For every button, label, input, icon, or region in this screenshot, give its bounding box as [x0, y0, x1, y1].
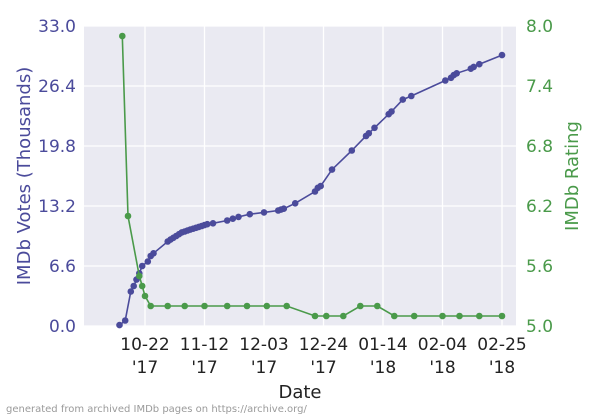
left-tick-label: 13.2: [38, 197, 76, 217]
x-tick-label-year: '17: [132, 358, 158, 378]
votes-point: [371, 124, 378, 132]
rating-point: [141, 292, 149, 300]
rating-point: [201, 302, 208, 310]
x-axis-ticks: 10-22 '17 11-12 '17 12-03 '17 12-24 '17 01-14 '18…: [120, 335, 526, 378]
votes-point: [229, 215, 237, 222]
x-tick-label: 02-04: [418, 335, 467, 355]
rating-point: [323, 312, 330, 320]
votes-point: [127, 288, 135, 295]
votes-point: [138, 262, 146, 270]
rating-point: [439, 312, 446, 320]
x-tick-label-year: '17: [251, 358, 277, 378]
rating-point: [147, 302, 154, 310]
x-tick-label: 12-24: [299, 335, 348, 355]
votes-point: [317, 182, 325, 190]
x-tick-label: 01-14: [358, 335, 407, 355]
rating-point: [181, 302, 188, 310]
x-tick-label-year: '18: [489, 358, 515, 378]
rating-point: [223, 302, 231, 310]
votes-point: [204, 220, 211, 228]
votes-point: [408, 92, 415, 100]
rating-point: [263, 302, 271, 310]
left-tick-label: 26.4: [38, 77, 76, 97]
votes-point: [260, 209, 268, 216]
rating-point: [164, 302, 171, 310]
votes-point: [235, 213, 242, 221]
votes-point: [498, 51, 506, 59]
votes-point: [365, 130, 373, 137]
x-tick-label: 10-22: [120, 335, 169, 355]
votes-series: [116, 51, 506, 329]
votes-point: [150, 250, 157, 257]
rating-point: [476, 312, 483, 320]
rating-point: [374, 302, 381, 310]
left-tick-label: 19.8: [38, 137, 76, 157]
right-tick-label: 6.2: [526, 197, 553, 217]
rating-point: [124, 212, 132, 220]
votes-point: [348, 147, 356, 154]
rating-point: [283, 302, 291, 310]
source-credit: generated from archived IMDb pages on ht…: [6, 404, 307, 415]
votes-point: [399, 96, 407, 103]
votes-point: [470, 63, 478, 71]
left-tick-label: 33.0: [38, 17, 76, 37]
left-tick-label: 6.6: [49, 257, 76, 277]
votes-point: [121, 317, 129, 324]
rating-point: [391, 312, 398, 320]
rating-point: [410, 312, 418, 320]
x-tick-label-year: '17: [310, 358, 336, 378]
right-tick-label: 5.0: [526, 317, 553, 337]
votes-point: [476, 60, 483, 68]
votes-point: [209, 220, 217, 227]
votes-point: [223, 217, 231, 224]
left-axis-label: IMDb Votes (Thousands): [14, 67, 35, 286]
left-axis-ticks: 0.0 6.6 13.2 19.8 26.4 33.0: [38, 17, 76, 337]
votes-point: [291, 200, 299, 207]
plot-area: [84, 26, 516, 326]
right-tick-label: 6.8: [526, 137, 553, 157]
rating-point: [311, 312, 319, 320]
x-tick-label: 11-12: [180, 335, 229, 355]
x-axis-label: Date: [278, 382, 321, 403]
x-tick-label-year: '18: [429, 358, 455, 378]
x-tick-label-year: '18: [370, 358, 396, 378]
votes-point: [116, 321, 123, 329]
votes-point: [130, 282, 137, 290]
right-tick-label: 8.0: [526, 17, 553, 37]
votes-point: [144, 258, 152, 265]
rating-point: [498, 312, 506, 320]
votes-point: [388, 108, 395, 115]
rating-point: [243, 302, 251, 310]
x-tick-label-year: '17: [191, 358, 217, 378]
rating-point: [138, 282, 146, 290]
right-tick-label: 5.6: [526, 257, 553, 277]
votes-point: [280, 205, 288, 212]
right-axis-label: IMDb Rating: [562, 121, 583, 231]
right-tick-label: 7.4: [526, 77, 553, 97]
grid-lines: [84, 25, 516, 327]
votes-point: [442, 77, 449, 84]
rating-series: [119, 32, 506, 320]
rating-point: [136, 272, 143, 280]
votes-point: [246, 210, 254, 218]
left-tick-label: 0.0: [49, 317, 76, 337]
x-tick-label: 12-03: [239, 335, 288, 355]
votes-point: [328, 166, 336, 173]
rating-point: [119, 32, 126, 40]
right-axis-ticks: 5.0 5.6 6.2 6.8 7.4 8.0: [526, 17, 553, 337]
rating-point: [456, 312, 463, 320]
x-tick-label: 02-25: [477, 335, 526, 355]
rating-point: [357, 302, 364, 310]
votes-point: [453, 70, 461, 77]
rating-point: [340, 312, 347, 320]
